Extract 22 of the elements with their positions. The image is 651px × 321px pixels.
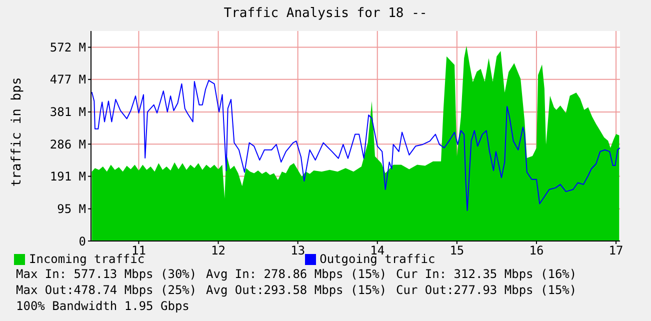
text: Avg In: 278.86 Mbps (15%) [206, 267, 388, 281]
y-tick-label: 191 M [50, 170, 86, 184]
text: Avg Out:293.58 Mbps (15%) [206, 283, 388, 297]
y-tick-label: 381 M [50, 105, 86, 120]
y-tick-label: 286 M [50, 137, 86, 152]
text: Max Out:478.74 Mbps (25%) [16, 283, 198, 297]
text: Cur In: 312.35 Mbps (16%) [396, 267, 578, 281]
y-tick-label: 0 [78, 234, 86, 248]
text: Max In: 577.13 Mbps (30%) [16, 267, 198, 281]
line-series [91, 80, 620, 212]
x-tick-label: 16 [529, 244, 544, 258]
y-tick-label: 572 M [50, 40, 86, 55]
chart-title: Traffic Analysis for 18 -- [222, 6, 428, 21]
x-tick-label: 15 [450, 244, 464, 258]
text: 100% Bandwidth 1.95 Gbps [16, 299, 190, 313]
x-tick-label: 17 [608, 244, 624, 258]
x-tick-label: 13 [290, 244, 306, 258]
y-tick-label: 477 M [50, 72, 86, 87]
x-tick-label: 12 [211, 244, 226, 258]
text: Cur Out:277.93 Mbps (15%) [396, 283, 578, 297]
y-tick-label: 95 M [57, 202, 86, 216]
y-axis-title: traffic in bps [10, 77, 24, 187]
